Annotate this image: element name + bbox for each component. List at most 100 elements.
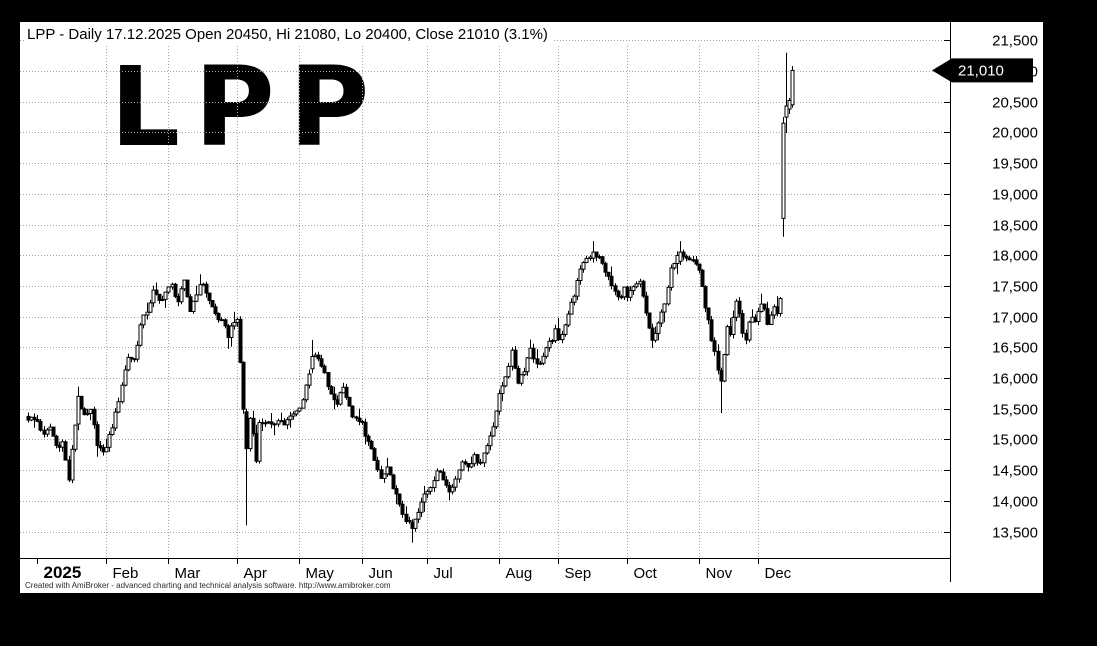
- candle-body-down: [391, 474, 396, 490]
- candle-body-up: [416, 511, 421, 520]
- candle-body-down: [185, 279, 190, 298]
- candle: [366, 434, 371, 446]
- candle: [441, 468, 446, 481]
- candle-body-up: [541, 355, 546, 364]
- candle: [544, 346, 549, 359]
- candle-body-down: [329, 386, 334, 395]
- candle-body-up: [631, 286, 636, 292]
- candle: [687, 255, 692, 261]
- candle: [76, 386, 81, 431]
- candle-body-down: [363, 421, 368, 437]
- candle: [656, 321, 661, 341]
- candle-body-up: [497, 393, 502, 412]
- candle: [38, 419, 43, 432]
- candle-body-down: [366, 435, 371, 442]
- candle: [151, 285, 156, 308]
- candle: [257, 419, 262, 464]
- candle-body-up: [307, 373, 312, 386]
- candle: [251, 410, 256, 437]
- y-axis-label: 19,500: [992, 156, 1038, 173]
- candle: [519, 373, 524, 386]
- badge-arrow-shape: [932, 58, 1033, 83]
- candle: [73, 424, 78, 452]
- candle-body-up: [338, 392, 343, 405]
- candle-body-up: [453, 478, 458, 488]
- candle: [759, 293, 764, 313]
- candle: [460, 460, 465, 472]
- candle: [435, 468, 440, 482]
- candle: [288, 411, 293, 428]
- candle-body-down: [444, 479, 449, 486]
- candle: [216, 312, 221, 323]
- candle-body-down: [687, 257, 692, 261]
- y-axis-label: 21,500: [992, 33, 1038, 50]
- candle: [662, 303, 667, 323]
- candle-body-up: [428, 487, 433, 492]
- candle: [606, 271, 611, 281]
- y-axis-label: 16,500: [992, 340, 1038, 357]
- candle-body-down: [32, 416, 37, 420]
- candle: [790, 66, 795, 108]
- x-axis-label: Mar: [175, 565, 201, 582]
- candle-body-up: [784, 105, 789, 118]
- candle: [232, 311, 237, 330]
- candle: [32, 413, 37, 428]
- candle: [594, 251, 599, 262]
- candle-body-down: [388, 466, 393, 476]
- candle: [185, 279, 190, 298]
- candle-body-down: [531, 347, 536, 360]
- candle-body-up: [276, 420, 281, 425]
- candle-body-up: [310, 356, 315, 370]
- candle-body-down: [438, 470, 443, 473]
- candle: [756, 307, 761, 326]
- candle-body-up: [382, 473, 387, 479]
- candle-body-up: [123, 369, 128, 386]
- y-axis-label: 15,000: [992, 432, 1038, 449]
- candle: [332, 386, 337, 410]
- candle-body-up: [662, 303, 667, 313]
- candle: [213, 303, 218, 316]
- candle: [722, 353, 727, 383]
- candle-body-down: [400, 503, 405, 515]
- y-axis-label: 17,500: [992, 279, 1038, 296]
- candle: [219, 317, 224, 322]
- candle: [79, 395, 84, 410]
- candle: [404, 506, 409, 524]
- candle: [194, 285, 199, 303]
- candle: [238, 316, 243, 364]
- candle-body-up: [116, 401, 121, 413]
- candle-body-down: [740, 313, 745, 334]
- candle: [419, 497, 424, 517]
- candle-body-up: [450, 486, 455, 493]
- candle: [647, 312, 652, 329]
- candle-body-up: [731, 316, 736, 335]
- candle-body-up: [141, 314, 146, 326]
- candle: [375, 456, 380, 472]
- candle-body-down: [92, 408, 97, 426]
- candle-body-down: [63, 441, 68, 461]
- candle: [494, 410, 499, 429]
- candle: [712, 337, 717, 356]
- candle-body-up: [413, 518, 418, 529]
- candle: [737, 297, 742, 318]
- candle: [145, 302, 150, 320]
- candle-body-down: [251, 417, 256, 434]
- candle: [522, 367, 527, 377]
- x-axis-label: Jun: [369, 565, 393, 582]
- candle-body-up: [722, 354, 727, 382]
- x-axis-label: Dec: [765, 565, 792, 582]
- candle-body-up: [113, 411, 118, 429]
- candle-body-up: [778, 298, 783, 314]
- candle: [666, 285, 671, 306]
- price-chart-canvas[interactable]: 21,50021,00020,50020,00019,50019,00018,5…: [20, 22, 1043, 593]
- candle: [653, 326, 658, 343]
- candle: [578, 265, 583, 285]
- candle-body-up: [566, 313, 571, 326]
- candle: [731, 310, 736, 339]
- candle-body-up: [790, 69, 795, 106]
- candle-body-up: [488, 435, 493, 447]
- candle-body-up: [578, 268, 583, 282]
- candle: [126, 353, 131, 372]
- candle-body-up: [460, 461, 465, 471]
- candle-body-down: [684, 255, 689, 259]
